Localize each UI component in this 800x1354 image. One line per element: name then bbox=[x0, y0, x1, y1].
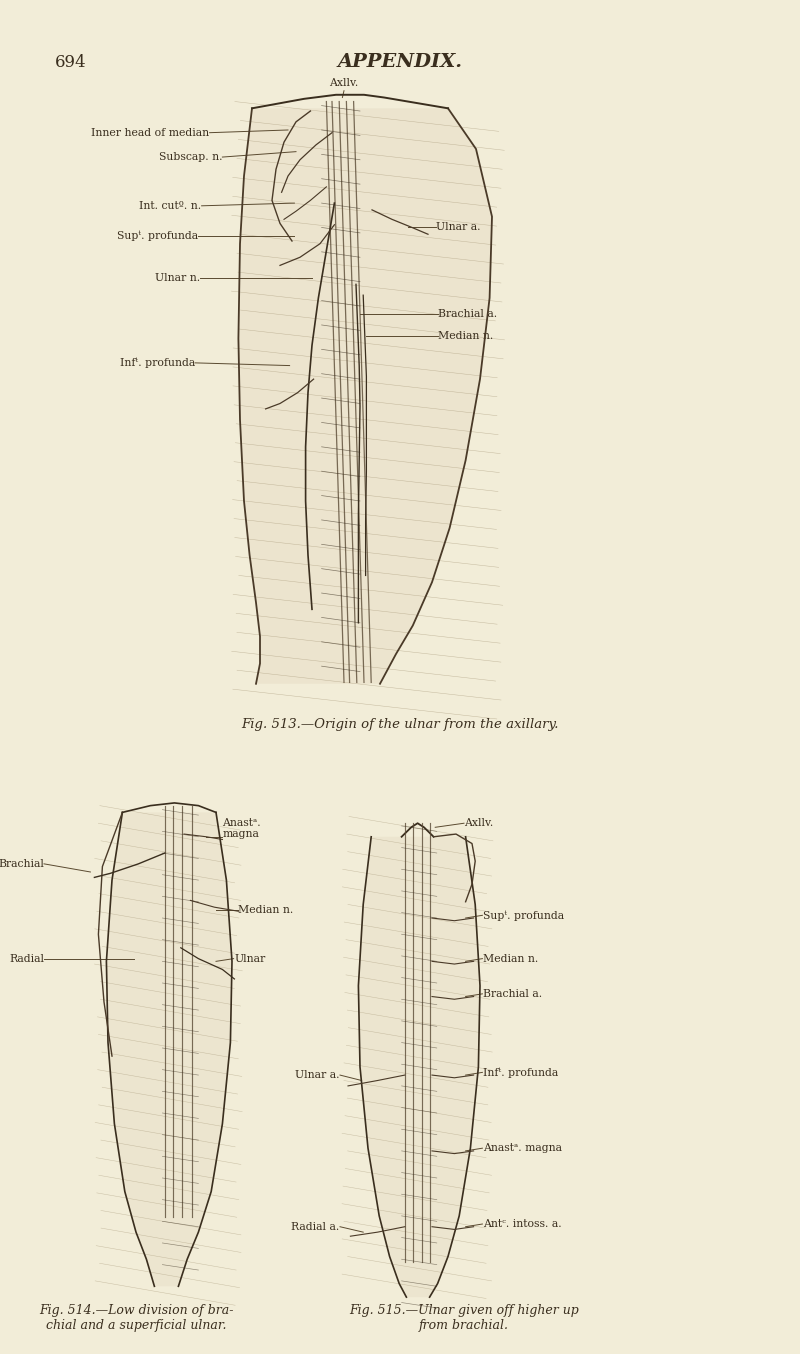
Text: Ulnar n.: Ulnar n. bbox=[155, 272, 200, 283]
Text: Inner head of median: Inner head of median bbox=[91, 127, 210, 138]
Polygon shape bbox=[238, 108, 492, 684]
Text: APPENDIX.: APPENDIX. bbox=[338, 53, 462, 72]
Text: Supᵗ. profunda: Supᵗ. profunda bbox=[483, 910, 564, 921]
Text: Supᵗ. profunda: Supᵗ. profunda bbox=[118, 230, 198, 241]
Polygon shape bbox=[106, 812, 232, 1286]
Text: Infᵗ. profunda: Infᵗ. profunda bbox=[483, 1067, 558, 1078]
Text: 694: 694 bbox=[54, 54, 86, 70]
Text: Fig. 514.—Low division of bra-
chial and a superficial ulnar.: Fig. 514.—Low division of bra- chial and… bbox=[38, 1304, 234, 1332]
Text: Anastᵃ. magna: Anastᵃ. magna bbox=[483, 1143, 562, 1154]
Text: Antᶜ. intoss. a.: Antᶜ. intoss. a. bbox=[483, 1219, 562, 1229]
Text: Radial: Radial bbox=[9, 953, 44, 964]
Text: Subscap. n.: Subscap. n. bbox=[159, 152, 222, 162]
Text: Ulnar a.: Ulnar a. bbox=[294, 1070, 339, 1080]
Text: Median n.: Median n. bbox=[438, 330, 494, 341]
Text: Ulnar: Ulnar bbox=[234, 953, 266, 964]
Text: Median n.: Median n. bbox=[238, 904, 294, 915]
Text: Brachial a.: Brachial a. bbox=[483, 988, 542, 999]
Text: Infᵗ. profunda: Infᵗ. profunda bbox=[120, 357, 195, 368]
Text: Int. cutº. n.: Int. cutº. n. bbox=[139, 200, 202, 211]
Text: Anastᵃ.
magna: Anastᵃ. magna bbox=[222, 818, 261, 839]
Polygon shape bbox=[358, 837, 480, 1297]
Text: Radial a.: Radial a. bbox=[291, 1221, 339, 1232]
Text: Fig. 515.—Ulnar given off higher up
from brachial.: Fig. 515.—Ulnar given off higher up from… bbox=[349, 1304, 579, 1332]
Text: Ulnar a.: Ulnar a. bbox=[436, 222, 481, 233]
Text: Fig. 513.—Origin of the ulnar from the axillary.: Fig. 513.—Origin of the ulnar from the a… bbox=[242, 718, 558, 731]
Text: Axllv.: Axllv. bbox=[330, 79, 358, 88]
Text: Brachial: Brachial bbox=[0, 858, 44, 869]
Text: Brachial a.: Brachial a. bbox=[438, 309, 498, 320]
Text: Median n.: Median n. bbox=[483, 953, 538, 964]
Text: Axllv.: Axllv. bbox=[464, 818, 494, 829]
